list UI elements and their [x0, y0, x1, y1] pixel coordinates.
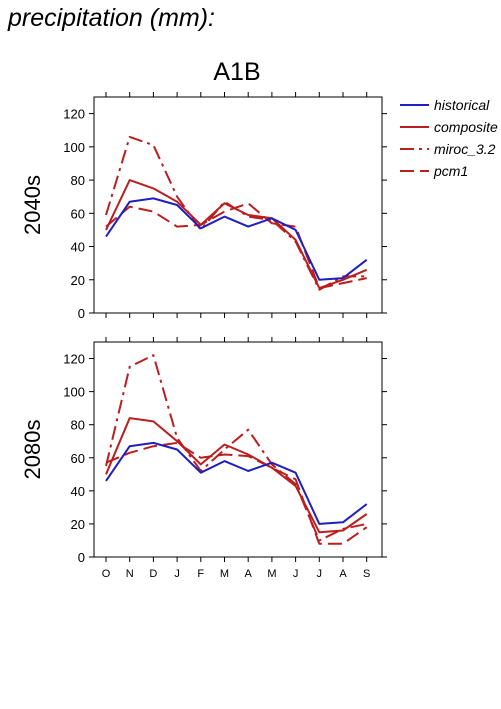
y-tick-label: 120	[63, 107, 85, 122]
series-line-historical	[105, 441, 368, 525]
y-tick-label: 80	[71, 418, 85, 433]
x-tick-label: O	[102, 568, 111, 580]
series-line-pcm1	[105, 441, 368, 545]
panel-label: 2040s	[20, 175, 45, 235]
chart-title: A1B	[213, 58, 260, 86]
y-tick-label: 0	[78, 550, 85, 565]
x-tick-label: J	[317, 568, 323, 580]
y-tick-label: 0	[78, 306, 85, 321]
panel-2080s: 0 20 40 60 80 100 120 O N D J F M A M J J A S 2080s	[20, 337, 387, 580]
page-title: precipitation (mm):	[8, 4, 215, 32]
legend-label: pcm1	[433, 163, 468, 179]
y-tick-label: 40	[71, 240, 85, 255]
x-tick-label: M	[267, 568, 276, 580]
plot-frame	[93, 96, 383, 314]
x-tick-label: A	[245, 568, 253, 580]
panel-label: 2080s	[20, 420, 45, 480]
y-tick-label: 60	[71, 206, 85, 221]
series-line-composite	[105, 179, 368, 290]
series-line-miroc-3-2	[105, 135, 367, 291]
y-tick-label: 100	[63, 385, 85, 400]
legend-label: miroc_3.2	[434, 141, 496, 157]
x-tick-label: S	[363, 568, 370, 580]
x-tick-label: A	[339, 568, 347, 580]
y-tick-label: 60	[71, 451, 85, 466]
x-tick-label: D	[149, 568, 157, 580]
x-tick-label: F	[197, 568, 204, 580]
y-tick-label: 100	[63, 140, 85, 155]
y-tick-label: 20	[71, 273, 85, 288]
series-line-historical	[105, 197, 368, 281]
x-tick-label: J	[174, 568, 180, 580]
legend-label: composite	[434, 119, 498, 135]
y-tick-label: 80	[71, 173, 85, 188]
y-tick-label: 20	[71, 517, 85, 532]
x-tick-label: N	[126, 568, 134, 580]
panels-layer: 0 20 40 60 80 100 120 2040s 0 20 40 60 80 100 120 O N D J F…	[20, 92, 387, 580]
legend-label: historical	[434, 97, 490, 113]
series-line-composite	[105, 417, 368, 534]
series-line-miroc-3-2	[105, 354, 367, 542]
panel-2040s: 0 20 40 60 80 100 120 2040s	[20, 92, 387, 321]
series-line-pcm1	[105, 202, 367, 290]
plot-frame	[93, 341, 383, 558]
legend: historical composite miroc_3.2 pcm1	[400, 97, 498, 179]
x-tick-label: J	[293, 568, 299, 580]
x-tick-label: M	[220, 568, 229, 580]
y-tick-label: 40	[71, 484, 85, 499]
y-tick-label: 120	[63, 352, 85, 367]
